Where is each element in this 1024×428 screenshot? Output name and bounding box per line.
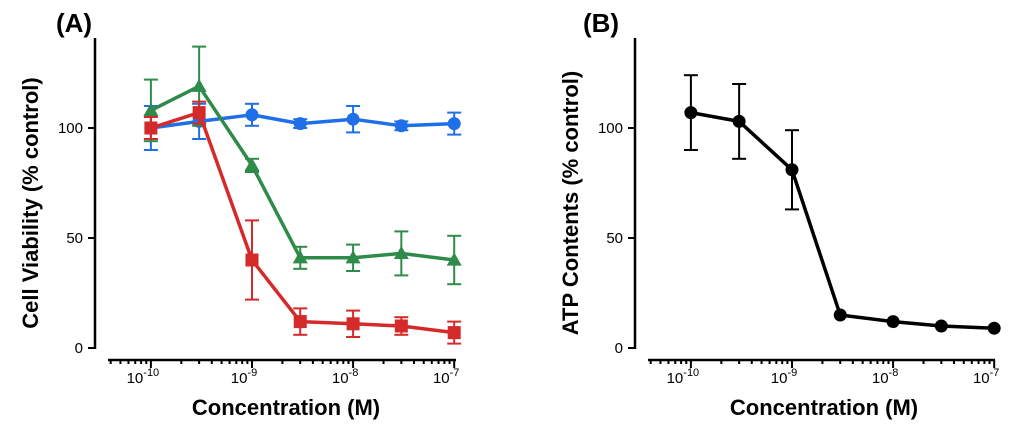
panel-b-series-black-point	[785, 163, 799, 177]
panel-a-series-green-point	[244, 157, 260, 172]
panel-a-series-red-point	[447, 326, 461, 340]
panel-b-y-axis-title: ATP Contents (% control)	[558, 71, 583, 335]
panel-b: (B) ATP Contents (% control) Concentrati…	[558, 8, 1001, 420]
panel-a-series-red-line	[150, 110, 455, 335]
panel-b-x-axis-title: Concentration (M)	[730, 395, 918, 420]
panel-a-series-blue-point	[394, 119, 408, 133]
panel-a-series-blue-point	[346, 112, 360, 126]
panel-a-series-blue-point	[245, 108, 259, 122]
panel-a-series-green-point	[292, 250, 308, 264]
panel-b-plot-area	[683, 74, 1001, 335]
panel-a-series-red-point	[192, 106, 206, 120]
panel-a-series-green-point	[446, 252, 462, 266]
panel-a-series-red-point	[293, 315, 307, 329]
panel-b-x-tick-label: 10-7	[973, 367, 999, 387]
panel-a-series-red	[143, 100, 462, 345]
panel-b-series-black-point	[833, 308, 847, 322]
panel-a-label: (A)	[56, 8, 92, 38]
panel-a-series-blue-point	[447, 117, 461, 131]
panel-a-series-red-point	[245, 253, 259, 267]
panel-a-series-red-point	[346, 317, 360, 331]
panel-a-series-green-point	[191, 78, 207, 92]
panel-a: (A) Cell Viability (% control) Concentra…	[18, 8, 462, 420]
panel-b-x-tick-label: 10-9	[771, 367, 797, 387]
panel-a-series-green-point	[345, 250, 361, 264]
panel-b-x-tick-label: 10-8	[872, 367, 898, 387]
panel-a-series-red-point	[394, 319, 408, 333]
panel-a-series-green-point	[393, 245, 409, 260]
panel-a-axes: 0 50 100 10-10 10-9 10-8 10-7	[58, 38, 459, 387]
panel-b-series-black-line	[690, 110, 995, 330]
panel-a-y-axis-title: Cell Viability (% control)	[18, 77, 43, 328]
panel-b-x-tick-label: 10-10	[667, 367, 700, 387]
panel-a-x-tick-label: 10-8	[332, 367, 358, 387]
panel-a-x-tick-label: 10-7	[433, 367, 459, 387]
panel-b-axes: 0 50 100 10-10 10-9 10-8 10-7	[598, 38, 999, 387]
panel-a-x-tick-label: 10-10	[127, 367, 160, 387]
panel-a-y-tick-label: 100	[58, 120, 83, 137]
panel-b-series-black-point	[987, 321, 1001, 335]
panel-b-series-black-point	[886, 315, 900, 329]
panel-b-series-black	[683, 74, 1001, 335]
panel-a-series-blue	[143, 102, 462, 151]
panel-b-series-black-point	[684, 106, 698, 120]
panel-b-y-tick-label: 0	[615, 340, 623, 357]
panel-b-series-black-point	[934, 319, 948, 333]
panel-a-series-green-point	[143, 102, 159, 117]
panel-a-y-tick-label: 0	[75, 340, 83, 357]
panel-a-y-tick-label: 50	[66, 230, 83, 247]
panel-b-y-tick-label: 50	[606, 230, 623, 247]
panel-a-x-tick-label: 10-9	[231, 367, 257, 387]
panel-b-y-tick-label: 100	[598, 120, 623, 137]
panel-b-label: (B)	[583, 8, 619, 38]
panel-a-series-blue-point	[293, 117, 307, 131]
panel-a-plot-area	[143, 45, 462, 345]
panel-a-x-axis-title: Concentration (M)	[192, 395, 380, 420]
panel-a-series-red-point	[144, 121, 158, 135]
panel-b-series-black-point	[732, 114, 746, 128]
panel-a-series-green	[143, 45, 462, 286]
